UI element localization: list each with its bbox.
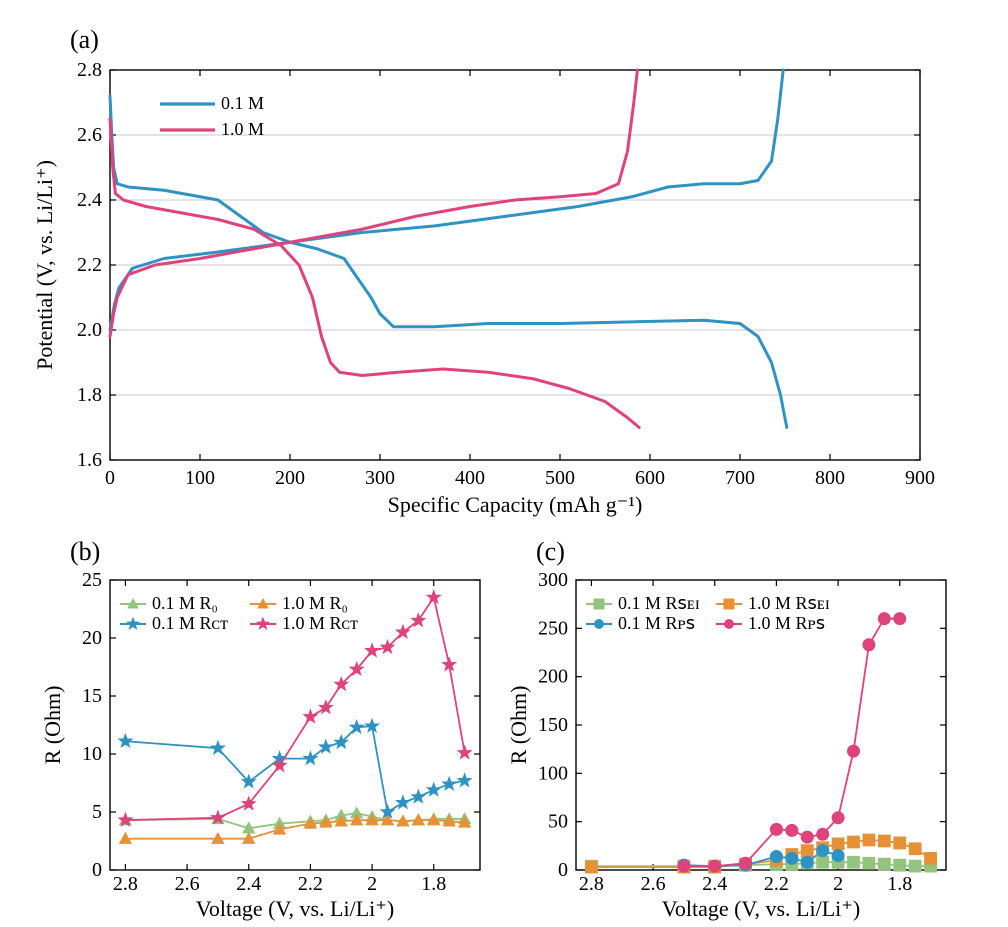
svg-text:2: 2	[833, 873, 843, 895]
svg-text:2.6: 2.6	[641, 873, 666, 895]
panel-label-a: (a)	[70, 25, 99, 54]
panel-label-c: (c)	[536, 537, 565, 566]
svg-text:20: 20	[82, 627, 102, 649]
svg-text:100: 100	[185, 467, 215, 489]
svg-text:300: 300	[365, 467, 395, 489]
x-axis-label: Voltage (V, vs. Li/Li⁺)	[196, 896, 394, 921]
svg-text:0: 0	[92, 859, 102, 881]
y-axis-label: Potential (V, vs. Li/Li⁺)	[32, 160, 57, 370]
legend: 0.1 M 1.0 M	[160, 93, 264, 139]
svg-text:250: 250	[538, 617, 568, 639]
series-1.0M_discharge	[110, 119, 639, 428]
svg-text:2.2: 2.2	[298, 873, 323, 895]
svg-text:10: 10	[82, 743, 102, 765]
svg-text:900: 900	[905, 467, 935, 489]
svg-text:2.2: 2.2	[764, 873, 789, 895]
svg-text:15: 15	[82, 685, 102, 707]
svg-text:5: 5	[92, 801, 102, 823]
svg-text:50: 50	[548, 811, 568, 833]
legend-item: 1.0 M Rꜱᴇɪ	[748, 593, 830, 613]
svg-text:1.6: 1.6	[77, 449, 102, 471]
panel-label-b: (b)	[70, 537, 100, 566]
svg-text:25: 25	[82, 569, 102, 591]
svg-text:150: 150	[538, 714, 568, 736]
svg-text:2: 2	[367, 873, 377, 895]
legend-item: 0.1 M Rᴄᴛ	[152, 613, 228, 633]
legend-item: 0.1 M	[221, 93, 264, 113]
svg-text:2.4: 2.4	[702, 873, 727, 895]
svg-text:600: 600	[635, 467, 665, 489]
svg-text:2.4: 2.4	[77, 189, 102, 211]
svg-text:1.8: 1.8	[77, 384, 102, 406]
x-axis-label: Voltage (V, vs. Li/Li⁺)	[662, 896, 860, 921]
panel-a: 0 100 200 300 400 500 600 700 800 900 1.6 1.8 2.0 2.2…	[32, 59, 935, 517]
svg-text:500: 500	[545, 467, 575, 489]
svg-text:300: 300	[538, 569, 568, 591]
panel-c: 2.8 2.6 2.4 2.2 2 1.8 0 50 100 150 200 250 300 Voltag…	[506, 569, 946, 921]
y-axis-label: R (Ohm)	[506, 686, 531, 765]
svg-text:400: 400	[455, 467, 485, 489]
svg-text:2.8: 2.8	[579, 873, 604, 895]
svg-text:800: 800	[815, 467, 845, 489]
legend-item: 0.1 M Rᴘꜱ	[618, 613, 695, 633]
svg-text:0: 0	[558, 859, 568, 881]
svg-text:2.6: 2.6	[175, 873, 200, 895]
y-axis-label: R (Ohm)	[40, 686, 65, 765]
svg-text:1.8: 1.8	[887, 873, 912, 895]
svg-text:2.8: 2.8	[77, 59, 102, 81]
svg-text:200: 200	[538, 666, 568, 688]
svg-text:2.4: 2.4	[236, 873, 261, 895]
legend-item: 0.1 M Rꜱᴇɪ	[618, 593, 700, 613]
svg-text:100: 100	[538, 762, 568, 784]
svg-text:700: 700	[725, 467, 755, 489]
legend: 0.1 M R₀ 1.0 M R₀ 0.1 M Rᴄᴛ 1.0 M Rᴄᴛ	[120, 593, 358, 633]
legend-item: 1.0 M Rᴄᴛ	[282, 613, 358, 633]
legend-item: 0.1 M R₀	[152, 593, 218, 613]
svg-text:2.6: 2.6	[77, 124, 102, 146]
series-0.1M_discharge	[110, 96, 787, 428]
legend-item: 1.0 M Rᴘꜱ	[748, 613, 825, 633]
legend: 0.1 M Rꜱᴇɪ 1.0 M Rꜱᴇɪ 0.1 M Rᴘꜱ 1.0 M Rᴘꜱ	[586, 593, 830, 633]
series-1.0M_charge	[110, 70, 637, 337]
legend-item: 1.0 M	[221, 119, 264, 139]
figure-svg: (a)(b)(c)01002003004005006007008009001.6…	[0, 0, 1008, 927]
svg-text:1.8: 1.8	[421, 873, 446, 895]
legend-item: 1.0 M R₀	[282, 593, 348, 613]
svg-text:2.0: 2.0	[77, 319, 102, 341]
panel-b: 2.8 2.6 2.4 2.2 2 1.8 0 5 10 15 20 25 Voltage (V, vs…	[40, 569, 480, 921]
svg-text:2.2: 2.2	[77, 254, 102, 276]
svg-text:0: 0	[105, 467, 115, 489]
x-axis-label: Specific Capacity (mAh g⁻¹)	[388, 492, 643, 517]
series-0.1M_RCT	[125, 726, 464, 812]
svg-text:2.8: 2.8	[113, 873, 138, 895]
svg-text:200: 200	[275, 467, 305, 489]
